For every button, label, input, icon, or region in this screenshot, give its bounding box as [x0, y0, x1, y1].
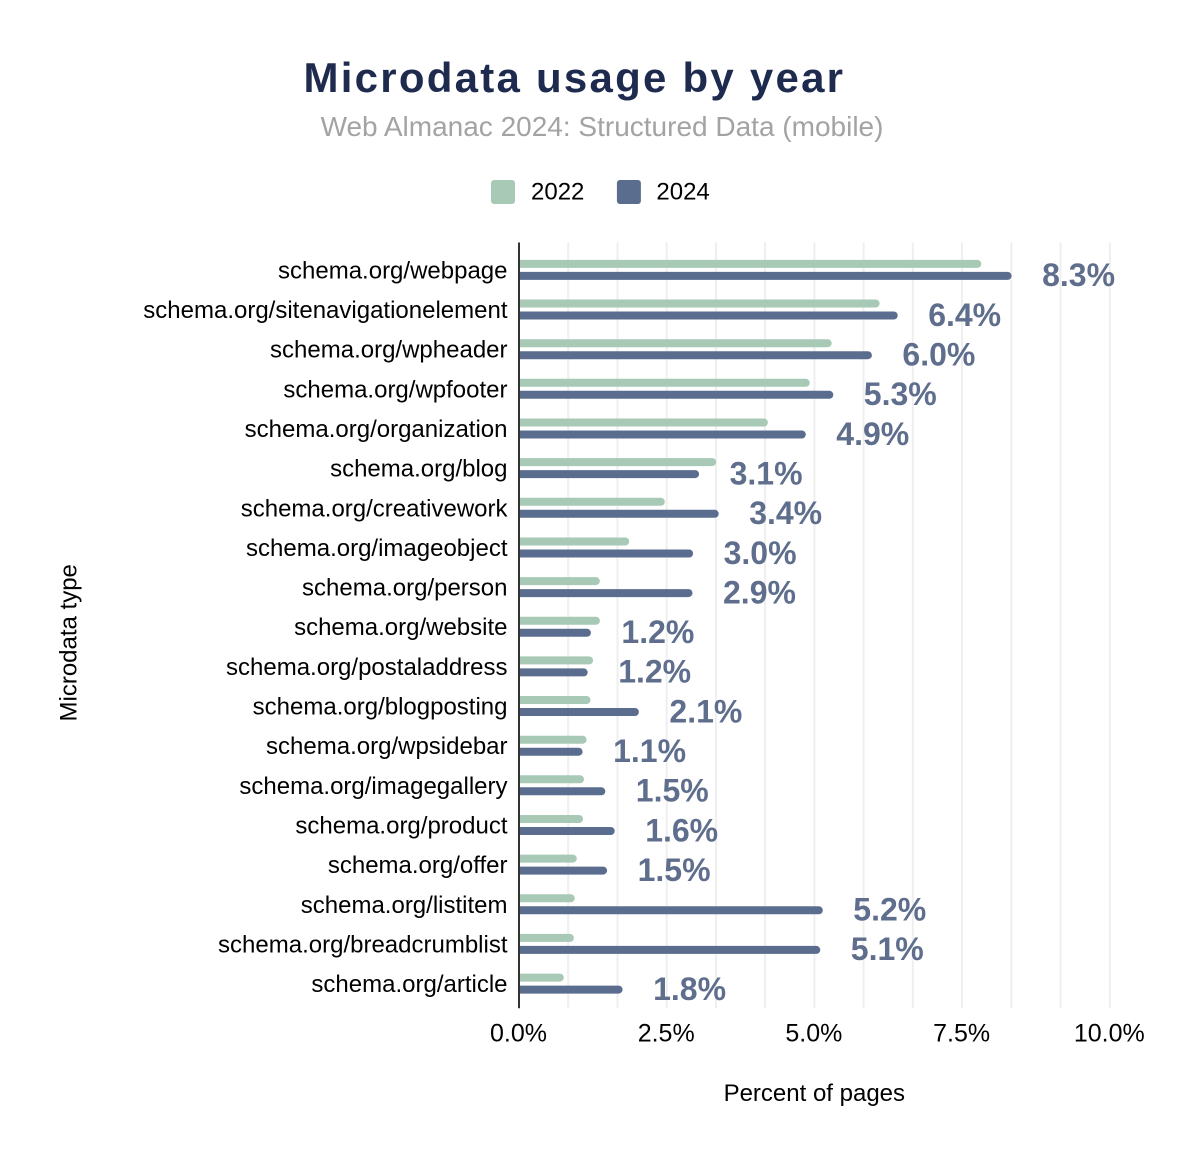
- svg-text:6.4%: 6.4%: [928, 297, 1001, 333]
- svg-text:schema.org/product: schema.org/product: [295, 813, 507, 840]
- svg-text:schema.org/blog: schema.org/blog: [330, 456, 507, 483]
- svg-text:3.4%: 3.4%: [749, 495, 822, 531]
- svg-text:1.2%: 1.2%: [618, 654, 691, 690]
- svg-text:8.3%: 8.3%: [1042, 257, 1115, 293]
- svg-text:1.1%: 1.1%: [613, 733, 686, 769]
- svg-text:1.5%: 1.5%: [636, 773, 709, 809]
- svg-text:schema.org/offer: schema.org/offer: [328, 852, 508, 879]
- svg-text:7.5%: 7.5%: [933, 1020, 990, 1048]
- svg-text:Web Almanac 2024: Structured D: Web Almanac 2024: Structured Data (mobil…: [321, 111, 884, 142]
- svg-text:Microdata usage by year: Microdata usage by year: [304, 54, 846, 101]
- svg-text:schema.org/sitenavigationeleme: schema.org/sitenavigationelement: [143, 297, 508, 324]
- svg-text:schema.org/postaladdress: schema.org/postaladdress: [226, 654, 507, 681]
- svg-text:10.0%: 10.0%: [1074, 1020, 1145, 1048]
- svg-text:2022: 2022: [531, 178, 584, 205]
- svg-text:4.9%: 4.9%: [836, 416, 909, 452]
- svg-text:schema.org/listitem: schema.org/listitem: [301, 892, 508, 919]
- svg-text:2.1%: 2.1%: [669, 693, 742, 729]
- svg-text:3.0%: 3.0%: [724, 535, 797, 571]
- svg-text:schema.org/breadcrumblist: schema.org/breadcrumblist: [218, 931, 508, 958]
- svg-text:2.9%: 2.9%: [723, 574, 796, 610]
- svg-text:1.8%: 1.8%: [653, 971, 726, 1007]
- svg-text:schema.org/imagegallery: schema.org/imagegallery: [239, 773, 507, 800]
- svg-text:2.5%: 2.5%: [638, 1020, 695, 1048]
- svg-text:schema.org/blogposting: schema.org/blogposting: [253, 694, 508, 721]
- svg-text:Microdata type: Microdata type: [56, 564, 83, 721]
- svg-text:5.1%: 5.1%: [851, 931, 924, 967]
- svg-text:schema.org/webpage: schema.org/webpage: [278, 257, 507, 284]
- svg-text:6.0%: 6.0%: [902, 337, 975, 373]
- svg-text:2024: 2024: [656, 178, 709, 205]
- svg-text:schema.org/wpheader: schema.org/wpheader: [270, 337, 507, 364]
- svg-text:Percent of pages: Percent of pages: [724, 1080, 905, 1107]
- svg-text:5.2%: 5.2%: [853, 892, 926, 928]
- svg-text:schema.org/organization: schema.org/organization: [245, 416, 508, 443]
- svg-text:0.0%: 0.0%: [490, 1020, 547, 1048]
- svg-text:schema.org/creativework: schema.org/creativework: [241, 495, 509, 522]
- svg-text:5.3%: 5.3%: [864, 376, 937, 412]
- svg-text:3.1%: 3.1%: [730, 455, 803, 491]
- svg-text:schema.org/website: schema.org/website: [294, 614, 507, 641]
- svg-text:schema.org/person: schema.org/person: [302, 575, 507, 602]
- svg-text:1.5%: 1.5%: [638, 852, 711, 888]
- svg-text:schema.org/wpsidebar: schema.org/wpsidebar: [266, 733, 507, 760]
- svg-text:1.6%: 1.6%: [645, 812, 718, 848]
- svg-text:schema.org/article: schema.org/article: [311, 971, 507, 998]
- svg-text:5.0%: 5.0%: [785, 1020, 842, 1048]
- svg-text:schema.org/wpfooter: schema.org/wpfooter: [283, 376, 507, 403]
- svg-text:schema.org/imageobject: schema.org/imageobject: [246, 535, 508, 562]
- svg-text:1.2%: 1.2%: [621, 614, 694, 650]
